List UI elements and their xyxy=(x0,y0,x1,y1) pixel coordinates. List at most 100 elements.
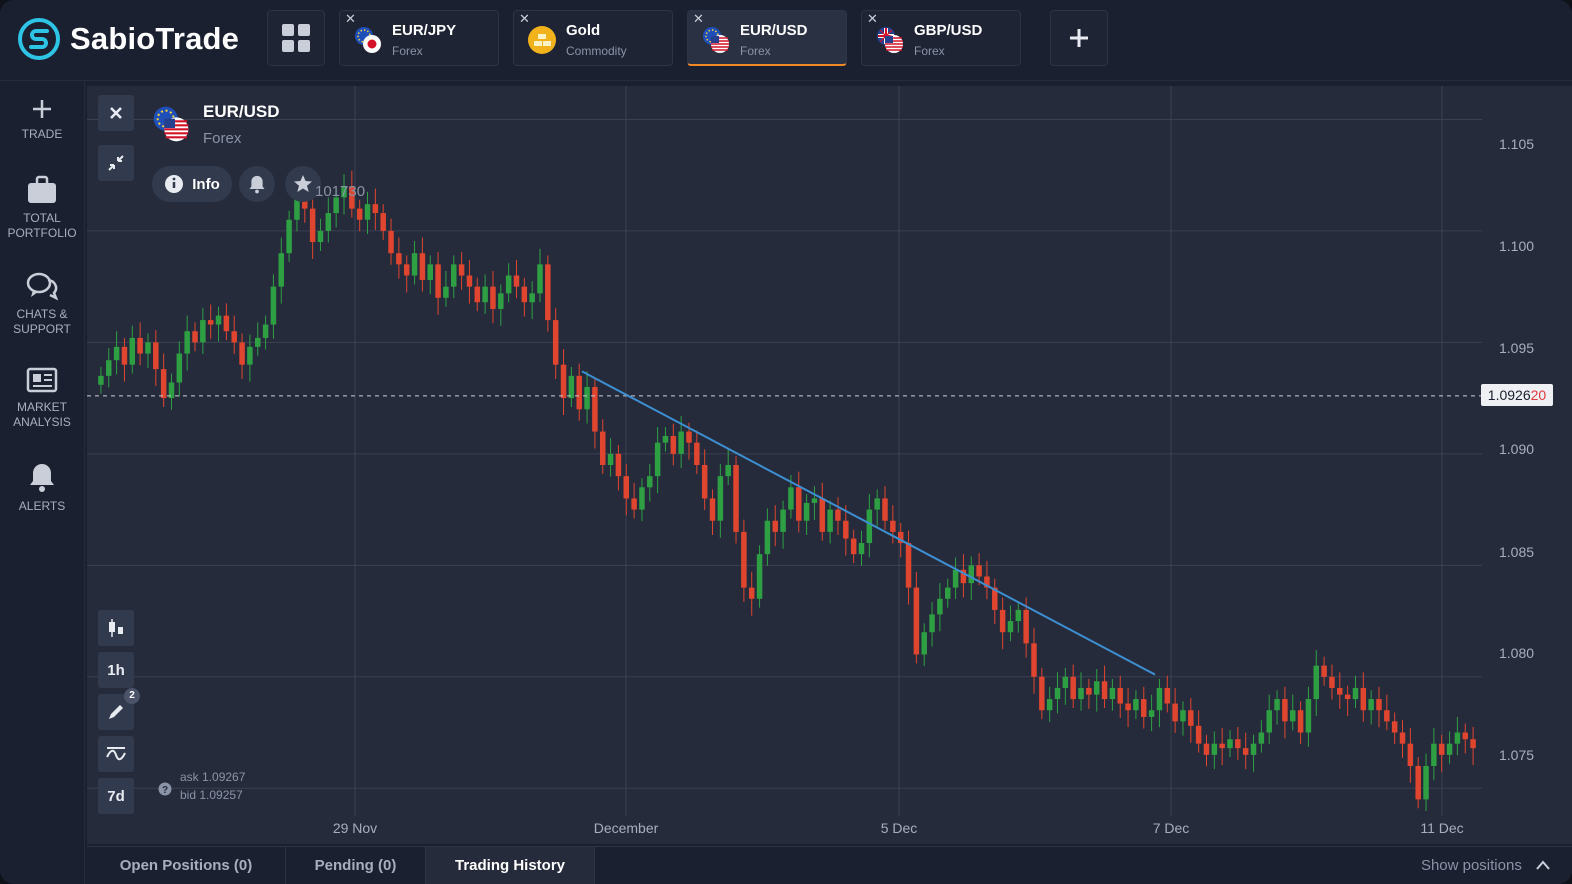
logo[interactable]: SabioTrade xyxy=(18,18,239,60)
indicator-icon xyxy=(106,747,126,761)
candle-body xyxy=(160,369,167,399)
help-icon[interactable]: ? xyxy=(158,782,172,796)
candle-body xyxy=(262,324,269,338)
info-button[interactable]: Info xyxy=(152,166,232,202)
close-icon[interactable]: ✕ xyxy=(345,11,356,26)
alert-button[interactable] xyxy=(239,166,275,202)
candle-body xyxy=(882,498,888,521)
candle-body xyxy=(98,375,104,385)
candle-body xyxy=(380,213,386,231)
period-button[interactable]: 7d xyxy=(98,778,134,814)
chevron-up-icon xyxy=(1536,860,1550,870)
layout-grid-button[interactable] xyxy=(267,10,325,66)
candle-body xyxy=(560,364,567,399)
price-chart[interactable] xyxy=(87,86,1572,844)
tab-open-positions[interactable]: Open Positions (0) xyxy=(87,847,286,884)
candle-body xyxy=(858,543,865,555)
chart-area[interactable]: EUR/USD Forex Info 101730 1.105 1.100 1.… xyxy=(87,86,1572,844)
candle-body xyxy=(905,543,912,588)
favorite-button[interactable] xyxy=(285,166,321,202)
y-tick-label: 1.075 xyxy=(1499,747,1535,763)
candle-body xyxy=(1219,743,1225,749)
plus-icon xyxy=(1070,29,1088,47)
candle-body xyxy=(498,293,504,309)
candle-body xyxy=(1007,621,1014,633)
candle-body xyxy=(1188,710,1194,726)
candle-body xyxy=(427,264,433,280)
candle-body xyxy=(725,465,731,477)
close-chart-button[interactable] xyxy=(98,95,134,131)
sidebar-item-chats-support[interactable]: CHATS & SUPPORT xyxy=(0,271,84,337)
candle-body xyxy=(294,186,300,220)
candle-body xyxy=(505,275,512,294)
collapse-chart-button[interactable] xyxy=(98,145,134,181)
candle-body xyxy=(1384,710,1390,722)
candle-body xyxy=(419,253,426,280)
candle-body xyxy=(796,487,802,521)
candle-body xyxy=(1203,743,1210,755)
candle-body xyxy=(1148,710,1155,717)
tab-eur-jpy[interactable]: ✕ EUR/JPY Forex xyxy=(339,10,499,66)
sidebar-item-total-portfolio[interactable]: TOTAL PORTFOLIO xyxy=(0,175,84,241)
chat-icon xyxy=(26,272,58,301)
sidebar-item-market-analysis[interactable]: MARKET ANALYSIS xyxy=(0,366,84,430)
show-positions-toggle[interactable]: Show positions xyxy=(1421,847,1550,884)
candle-body xyxy=(937,598,943,615)
timeframe-button[interactable]: 1h xyxy=(98,652,134,688)
candle-body xyxy=(1109,687,1116,700)
candle-body xyxy=(176,353,183,383)
candle-body xyxy=(333,197,339,214)
briefcase-icon xyxy=(28,175,56,203)
candle-body xyxy=(717,476,724,521)
candle-body xyxy=(443,286,449,298)
candle-body xyxy=(474,286,481,303)
candle-body xyxy=(537,264,543,294)
drawing-tools-button[interactable]: 2 xyxy=(98,688,140,730)
candle-body xyxy=(286,219,292,254)
current-price-label: 1.092620 xyxy=(1481,384,1553,406)
candle-body xyxy=(615,453,622,477)
candle-body xyxy=(1344,694,1351,700)
tab-eur-usd[interactable]: ✕ EUR/USD Forex xyxy=(687,10,847,66)
sidebar-item-trade[interactable]: TRADE xyxy=(0,97,84,142)
tab-gold[interactable]: ✕ Gold Commodity xyxy=(513,10,673,66)
candle-body xyxy=(1438,743,1445,755)
close-icon[interactable]: ✕ xyxy=(519,11,530,26)
tab-trading-history[interactable]: Trading History xyxy=(426,847,595,884)
candle-body xyxy=(106,360,112,376)
indicators-button[interactable] xyxy=(98,736,134,772)
candle-body xyxy=(1289,710,1296,722)
add-tab-button[interactable] xyxy=(1050,10,1108,66)
candle-body xyxy=(843,520,849,539)
x-tick-label: 7 Dec xyxy=(1152,820,1190,836)
candle-body xyxy=(1376,699,1382,711)
candle-body xyxy=(662,436,669,443)
candle-body xyxy=(168,382,175,399)
y-tick-label: 1.080 xyxy=(1499,645,1535,661)
candle-body xyxy=(1156,687,1163,711)
candle-body xyxy=(1164,687,1171,704)
candle-body xyxy=(584,386,590,410)
bottom-bar: Open Positions (0) Pending (0) Trading H… xyxy=(87,846,1572,884)
candle-body xyxy=(1242,748,1249,755)
tab-pending[interactable]: Pending (0) xyxy=(286,847,426,884)
current-price-tail: 20 xyxy=(1530,387,1547,403)
candle-body xyxy=(1266,710,1272,733)
candle-body xyxy=(545,264,551,321)
candle-body xyxy=(780,509,786,532)
candle-body xyxy=(247,346,253,365)
close-icon[interactable]: ✕ xyxy=(867,11,878,26)
candle-body xyxy=(1031,643,1037,677)
candle-body xyxy=(341,186,347,198)
candle-body xyxy=(1227,739,1233,749)
sidebar-item-alerts[interactable]: ALERTS xyxy=(0,461,84,514)
candle-body xyxy=(317,230,324,243)
candle-body xyxy=(764,520,771,555)
chart-type-button[interactable] xyxy=(98,610,134,646)
candle-body xyxy=(1415,765,1421,800)
close-icon[interactable]: ✕ xyxy=(693,11,704,26)
candle-body xyxy=(184,331,190,354)
candle-body xyxy=(929,614,935,633)
tab-gbp-usd[interactable]: ✕ GBP/USD Forex xyxy=(861,10,1021,66)
candle-body xyxy=(372,204,379,214)
